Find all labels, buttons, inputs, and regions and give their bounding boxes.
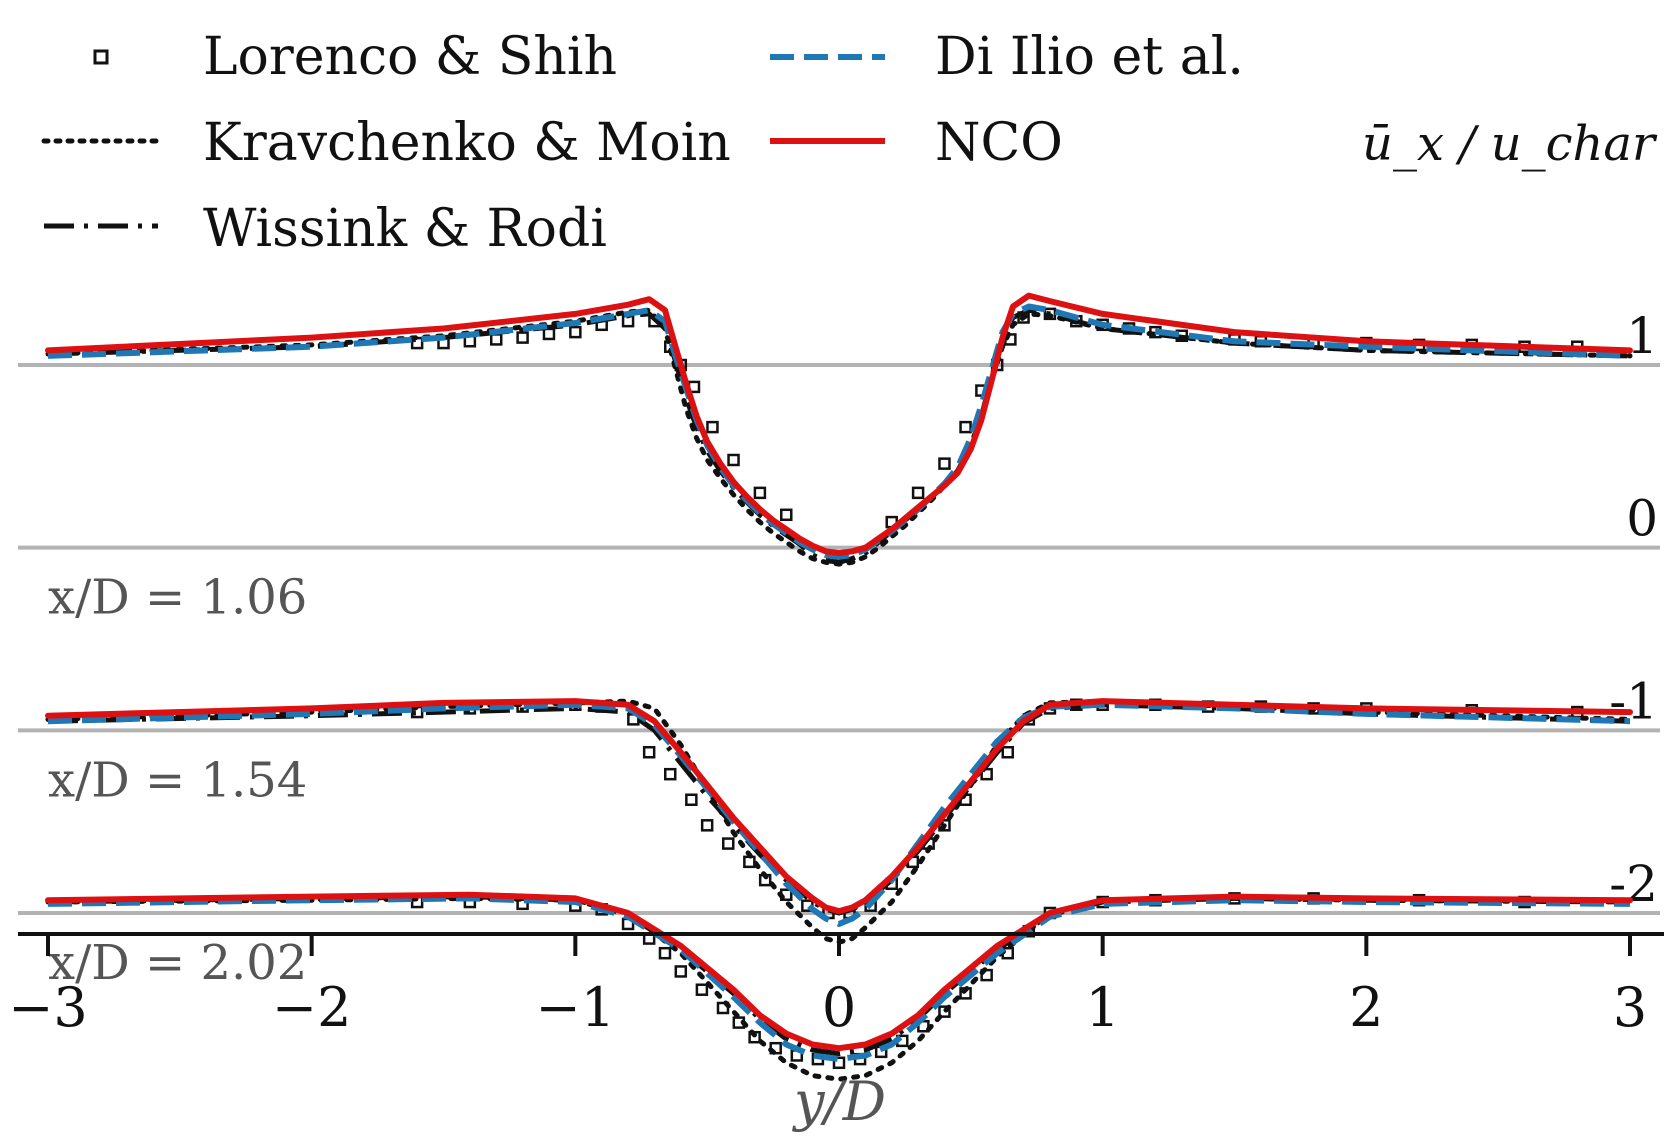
y-axis-title: ū_x / u_char — [1362, 116, 1658, 172]
lorenco-shih-point-1-6 — [569, 325, 582, 339]
legend-label-lorenco-shih: Lorenco & Shih — [203, 27, 617, 87]
x-tick-label-3: 3 — [1613, 976, 1647, 1039]
level-label-0: 0 — [1626, 490, 1658, 548]
x-tick-label-0: 0 — [822, 976, 856, 1039]
lorenco-shih-point-2-24 — [1001, 746, 1014, 759]
nco-line-station-2 — [45, 698, 1633, 915]
lorenco-shih-point-1-13 — [706, 420, 719, 434]
x-tick-label--1: −1 — [536, 976, 616, 1039]
lorenco-shih-point-3-8 — [674, 965, 688, 978]
lorenco-shih-point-1-16 — [780, 508, 793, 522]
x-tick-label--2: −2 — [272, 976, 352, 1039]
lorenco-shih-point-3-7 — [658, 946, 672, 960]
station-labels: x/D = 1.06 x/D = 1.54 x/D = 2.02 — [48, 570, 307, 991]
wissink-rodi-line-station-2 — [47, 702, 1631, 916]
lorenco-shih-point-2-11 — [743, 855, 756, 869]
lorenco-shih-point-1-5 — [542, 327, 556, 341]
x-ticks — [46, 934, 1632, 956]
station-label-3: x/D = 2.02 — [48, 935, 307, 991]
legend-label-nco: NCO — [935, 113, 1063, 173]
lorenco-shih-point-2-7 — [664, 767, 677, 781]
x-tick-label-1: 1 — [1085, 976, 1119, 1039]
lorenco-shih-point-2-10 — [722, 837, 735, 850]
x-tick-label--3: −3 — [8, 976, 88, 1039]
legend-marker-lorenco-shih — [93, 49, 109, 65]
di-ilio-et-al-line-station-2 — [47, 701, 1631, 927]
lorenco-shih-point-3-21 — [938, 1005, 951, 1018]
baselines — [18, 363, 1660, 915]
lorenco-shih-point-1-14 — [727, 453, 740, 467]
lorenco-shih-point-1-19 — [938, 457, 951, 470]
nco-line-station-1 — [45, 292, 1633, 557]
x-axis-title: y/D — [792, 1070, 886, 1133]
lorenco-shih-point-1-3 — [489, 333, 503, 346]
level-labels: 1 0 -1 -2 — [1609, 307, 1658, 913]
station-label-1: x/D = 1.06 — [48, 570, 307, 626]
kravchenko-moin-line-station-2 — [45, 698, 1633, 945]
nco-line-station-3 — [45, 891, 1633, 1052]
di-ilio-et-al-line-station-3 — [47, 895, 1631, 1063]
station-label-2: x/D = 1.54 — [48, 752, 307, 808]
lorenco-shih-point-3-16 — [832, 1056, 846, 1070]
lorenco-shih-point-3-9 — [695, 983, 709, 996]
lorenco-shih-point-1-4 — [516, 331, 529, 344]
legend-label-wissink-rodi: Wissink & Rodi — [203, 199, 607, 259]
lorenco-shih-point-1-18 — [911, 486, 925, 500]
lorenco-shih-point-1-15 — [753, 486, 767, 500]
legend-label-di-ilio: Di Ilio et al. — [935, 27, 1244, 87]
lorenco-shih-point-2-8 — [685, 793, 698, 806]
lorenco-shih-point-1-20 — [959, 420, 972, 434]
legend-label-kravchenko-moin: Kravchenko & Moin — [203, 113, 731, 173]
x-tick-label-2: 2 — [1349, 976, 1383, 1039]
lorenco-shih-point-2-6 — [642, 746, 656, 759]
legend: Lorenco & Shih Di Ilio et al. Kravchenko… — [41, 27, 1244, 259]
x-axis: −3 −2 −1 0 1 2 3 y/D — [8, 932, 1664, 1133]
lorenco-shih-point-2-9 — [700, 819, 714, 832]
